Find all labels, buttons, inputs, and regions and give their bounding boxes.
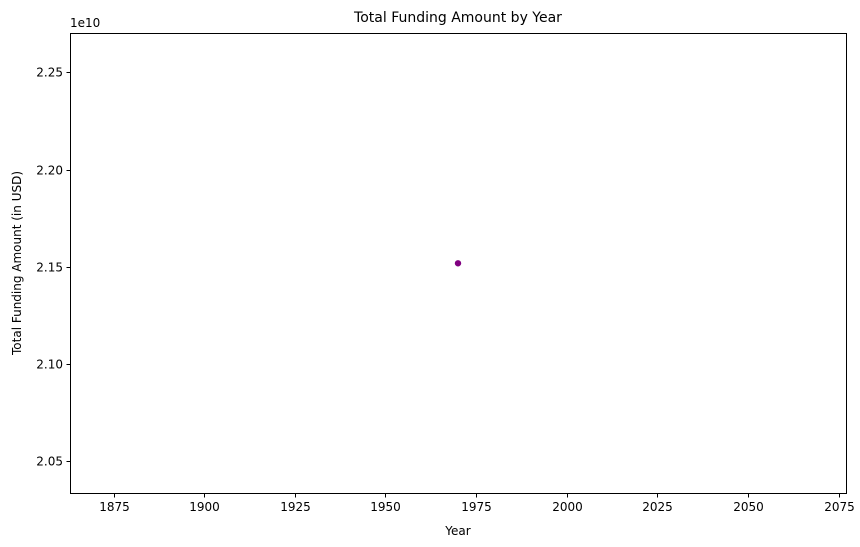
data-points — [454, 260, 462, 267]
x-tick-label: 2000 — [552, 500, 583, 514]
x-tick-label: 1975 — [461, 500, 492, 514]
chart-title: Total Funding Amount by Year — [353, 10, 562, 26]
y-tick-label: 2.25 — [36, 66, 63, 80]
x-axis-ticks: 1875 1900 1925 1950 1975 2000 2025 2050 2075 — [99, 493, 855, 514]
x-tick-label: 2025 — [642, 500, 673, 514]
x-tick-label: 1900 — [189, 500, 220, 514]
x-tick-label: 1950 — [370, 500, 401, 514]
y-tick-label: 2.15 — [36, 261, 63, 275]
x-tick-label: 2075 — [824, 500, 855, 514]
x-tick-label: 1875 — [99, 500, 130, 514]
x-tick-label: 1925 — [280, 500, 311, 514]
y-tick-label: 2.20 — [36, 164, 63, 178]
x-axis-label: Year — [444, 524, 470, 538]
y-tick-label: 2.05 — [36, 455, 63, 469]
y-axis-ticks: 2.05 2.10 2.15 2.20 2.25 — [36, 66, 71, 469]
y-tick-label: 2.10 — [36, 358, 63, 372]
x-tick-label: 2050 — [733, 500, 764, 514]
y-axis-offset-label: 1e10 — [70, 16, 100, 30]
y-axis-label: Total Funding Amount (in USD) — [10, 171, 24, 356]
plot-area-frame — [70, 33, 847, 494]
data-point — [454, 260, 462, 267]
